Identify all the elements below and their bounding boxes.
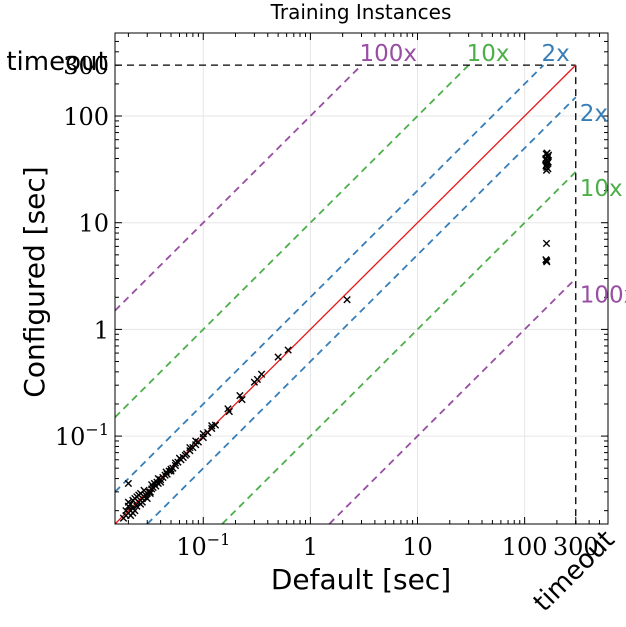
data-point-stroke: [199, 430, 207, 438]
x-tick-label: 100: [502, 533, 548, 561]
data-point: [126, 511, 135, 520]
x-axis-label: Default [sec]: [271, 563, 451, 596]
data-point-stroke: [124, 479, 133, 488]
data-point: [186, 443, 194, 452]
x-tick-label: 10−1: [176, 530, 230, 561]
data-points: [119, 149, 553, 522]
data-point: [124, 479, 133, 488]
reference-label-100x: 100x: [360, 41, 418, 67]
data-point: [542, 257, 551, 265]
data-point-stroke: [154, 474, 162, 483]
data-point-stroke: [186, 443, 194, 452]
data-point-stroke: [236, 391, 244, 400]
data-point: [542, 239, 551, 248]
x-tick-label: 300: [553, 533, 599, 561]
y-tick-label: 10−1: [55, 420, 109, 451]
reference-lines: [115, 64, 577, 524]
data-point: [167, 467, 175, 475]
data-point: [147, 481, 156, 489]
data-point-stroke: [146, 489, 154, 498]
data-point: [156, 478, 165, 486]
data-point: [192, 437, 200, 445]
data-point: [236, 391, 244, 400]
x-tick-label: 10: [402, 533, 433, 561]
data-point-stroke: [138, 498, 147, 506]
data-point: [124, 498, 133, 506]
data-point-stroke: [156, 478, 165, 486]
data-point-stroke: [224, 405, 232, 413]
data-point-stroke: [126, 511, 135, 520]
reference-line-2x: [115, 64, 545, 493]
reference-label-10x: 10x: [467, 41, 510, 67]
data-point-stroke: [257, 370, 266, 378]
data-point-stroke: [119, 514, 128, 522]
data-point-stroke: [146, 488, 154, 496]
reference-label-2x: 2x: [580, 101, 608, 127]
data-point-stroke: [274, 353, 282, 361]
data-point: [135, 491, 143, 499]
data-point: [199, 430, 207, 438]
reference-label-2x: 2x: [542, 41, 570, 67]
data-point-stroke: [135, 491, 143, 499]
data-point-stroke: [124, 498, 133, 506]
diagonal-y-equals-x: [114, 64, 577, 525]
data-point: [119, 514, 128, 522]
y-tick-label: 1: [94, 316, 109, 344]
data-point: [177, 456, 185, 464]
data-point-stroke: [544, 165, 552, 173]
y-tick-label: 10: [78, 210, 109, 238]
data-point: [146, 488, 154, 496]
data-point-stroke: [543, 149, 551, 157]
data-point-stroke: [122, 506, 130, 515]
data-point: [208, 422, 216, 430]
data-point-stroke: [225, 407, 233, 416]
data-point: [138, 498, 147, 506]
data-point-stroke: [343, 295, 351, 304]
reference-label-100x: 100x: [580, 283, 626, 309]
data-point: [257, 370, 266, 378]
y-timeout-label: timeout: [6, 47, 107, 77]
timeout-lines: [115, 64, 577, 524]
data-point: [238, 395, 246, 404]
data-point-stroke: [167, 467, 175, 475]
reference-line-2x: [146, 96, 577, 524]
y-tick-label: 100: [63, 103, 109, 131]
data-point: [274, 353, 282, 361]
data-point: [284, 346, 292, 354]
data-point-stroke: [171, 459, 180, 467]
data-point: [133, 502, 141, 510]
data-point-stroke: [542, 257, 551, 265]
data-point: [154, 474, 162, 483]
data-point-stroke: [133, 502, 141, 510]
data-point-stroke: [208, 422, 216, 430]
data-point-stroke: [192, 437, 200, 445]
data-point-stroke: [542, 239, 551, 248]
reference-line-100x: [115, 64, 363, 312]
reference-labels: 100x 10x 2x 2x 10x 100x: [360, 41, 626, 308]
diagonal-line: [114, 64, 577, 525]
reference-label-10x: 10x: [580, 176, 623, 202]
data-point-stroke: [177, 456, 185, 464]
data-point: [171, 459, 180, 467]
data-point: [543, 149, 551, 157]
y-axis-label: Configured [sec]: [18, 166, 51, 397]
data-point-stroke: [238, 395, 246, 404]
x-tick-label: 1: [303, 533, 318, 561]
y-tick-label: 300: [63, 52, 109, 80]
data-point: [343, 295, 351, 304]
data-point: [544, 165, 552, 173]
reference-line-100x: [328, 277, 577, 524]
data-point-stroke: [162, 468, 170, 476]
data-point: [225, 407, 233, 416]
chart-title: Training Instances: [270, 0, 452, 24]
data-point: [146, 489, 154, 498]
data-point-stroke: [284, 346, 292, 354]
data-point-stroke: [143, 494, 151, 503]
data-point: [143, 494, 151, 503]
data-point-stroke: [147, 481, 156, 489]
